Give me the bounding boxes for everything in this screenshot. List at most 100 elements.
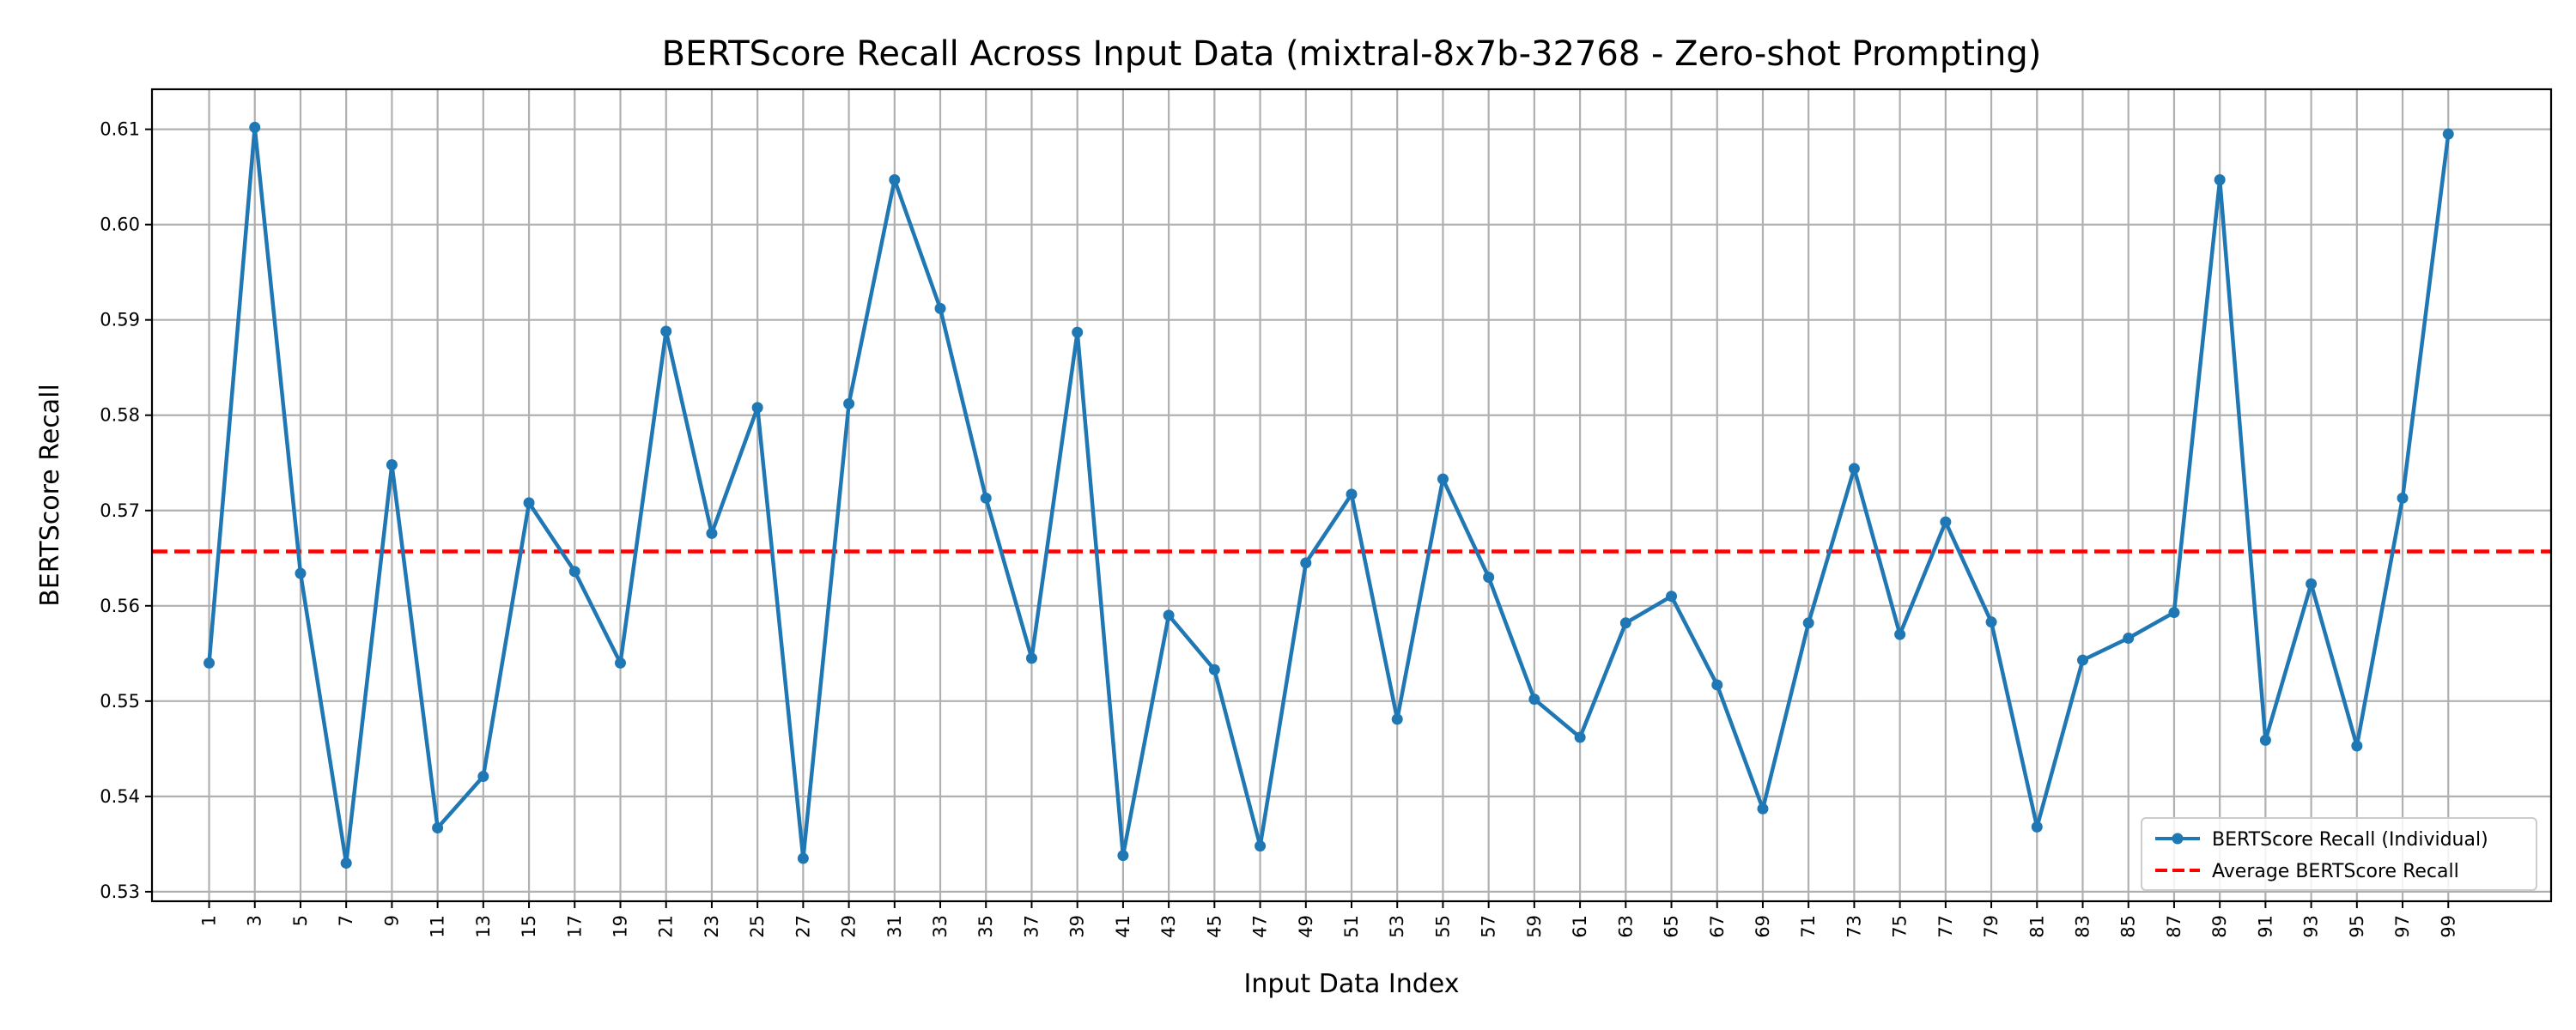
legend: BERTScore Recall (Individual) Average BE… (2141, 817, 2537, 891)
x-tick-label: 11 (428, 915, 448, 938)
legend-average-label: Average BERTScore Recall (2212, 861, 2459, 882)
x-tick-label: 41 (1113, 915, 1133, 938)
y-tick-label: 0.56 (100, 596, 140, 616)
data-point (2031, 821, 2043, 833)
data-point (1666, 591, 1678, 603)
data-point (614, 657, 626, 669)
x-tick-label: 83 (2073, 915, 2093, 938)
data-point (751, 402, 763, 414)
x-tick-label: 89 (2209, 915, 2230, 938)
data-point (1255, 840, 1267, 852)
data-point (523, 497, 535, 509)
data-point (2123, 633, 2135, 645)
legend-series-marker (2172, 833, 2184, 845)
x-tick-label: 63 (1615, 915, 1636, 938)
data-point (1437, 473, 1449, 485)
grid (152, 89, 2551, 901)
x-tick-label: 39 (1067, 915, 1088, 938)
y-tick-label: 0.58 (100, 405, 140, 426)
data-point (1574, 731, 1586, 743)
x-tick-label: 37 (1021, 915, 1042, 938)
data-point (2397, 492, 2409, 504)
x-tick-label: 95 (2347, 915, 2367, 938)
data-point (204, 657, 216, 669)
x-tick-label: 87 (2164, 915, 2184, 938)
data-point (2306, 578, 2318, 590)
x-tick-label: 35 (975, 915, 996, 938)
data-point (980, 492, 992, 504)
data-point (432, 822, 444, 834)
legend-series-label: BERTScore Recall (Individual) (2212, 829, 2488, 851)
x-tick-label: 57 (1479, 915, 1499, 938)
chart-title: BERTScore Recall Across Input Data (mixt… (662, 34, 2042, 74)
x-axis-ticks: 1 3 5 7 9 11 13 15 17 19 21 23 25 27 29 31 33 35 37 39 41 43 4… (199, 901, 2458, 938)
x-tick-label: 9 (381, 915, 402, 926)
y-tick-label: 0.59 (100, 310, 140, 330)
x-tick-label: 19 (610, 915, 630, 938)
y-tick-label: 0.55 (100, 691, 140, 712)
data-point (477, 771, 489, 783)
x-tick-label: 13 (473, 915, 494, 938)
plot-frame (150, 88, 2553, 903)
data-point (340, 857, 352, 869)
data-point (2259, 734, 2271, 746)
x-tick-label: 5 (290, 915, 311, 926)
data-point (1802, 617, 1814, 629)
x-tick-label: 65 (1662, 915, 1682, 938)
data-point (249, 121, 261, 133)
data-point (1483, 571, 1495, 583)
data-point (2077, 654, 2089, 666)
x-tick-label: 45 (1204, 915, 1224, 938)
x-tick-label: 23 (702, 915, 722, 938)
x-tick-label: 3 (245, 915, 265, 926)
data-point (1894, 628, 1906, 640)
data-point (1619, 617, 1631, 629)
x-tick-label: 91 (2255, 915, 2275, 938)
data-point (1163, 609, 1175, 621)
x-tick-label: 1 (199, 915, 220, 926)
x-tick-label: 77 (1935, 915, 1956, 938)
x-tick-label: 69 (1753, 915, 1773, 938)
x-tick-label: 61 (1570, 915, 1590, 938)
x-tick-label: 47 (1250, 915, 1271, 938)
x-tick-label: 17 (564, 915, 585, 938)
data-point (843, 397, 855, 409)
y-tick-label: 0.61 (100, 119, 140, 140)
x-tick-label: 81 (2026, 915, 2047, 938)
y-axis-ticks: 0.53 0.54 0.55 0.56 0.57 0.58 0.59 0.60 0.61 (100, 119, 152, 902)
y-axis-label: BERTScore Recall (35, 384, 65, 607)
x-tick-label: 97 (2392, 915, 2413, 938)
data-point (1528, 694, 1540, 706)
data-point (2214, 173, 2226, 185)
x-tick-label: 27 (793, 915, 813, 938)
x-tick-label: 51 (1341, 915, 1362, 938)
data-point (660, 325, 672, 337)
data-point (797, 852, 809, 864)
x-tick-label: 85 (2118, 915, 2139, 938)
data-point (1025, 652, 1037, 664)
x-tick-label: 99 (2438, 915, 2458, 938)
y-tick-label: 0.60 (100, 215, 140, 235)
x-tick-label: 55 (1432, 915, 1453, 938)
data-point (934, 302, 946, 314)
x-tick-label: 59 (1524, 915, 1545, 938)
x-tick-label: 75 (1890, 915, 1911, 938)
data-point (1757, 803, 1769, 815)
y-tick-label: 0.54 (100, 786, 140, 807)
data-point (1346, 488, 1358, 500)
data-point (1072, 326, 1084, 338)
data-point (1117, 850, 1129, 862)
y-tick-label: 0.53 (100, 882, 140, 902)
x-axis-label: Input Data Index (1244, 969, 1460, 999)
data-point (295, 567, 307, 579)
data-point (706, 527, 718, 539)
x-tick-label: 49 (1296, 915, 1316, 938)
data-point (1711, 679, 1723, 691)
data-point (2351, 740, 2363, 752)
data-point (1208, 663, 1220, 676)
x-tick-label: 31 (884, 915, 905, 938)
series-line (207, 125, 2451, 865)
data-point (1848, 463, 1860, 475)
x-tick-label: 29 (839, 915, 860, 938)
